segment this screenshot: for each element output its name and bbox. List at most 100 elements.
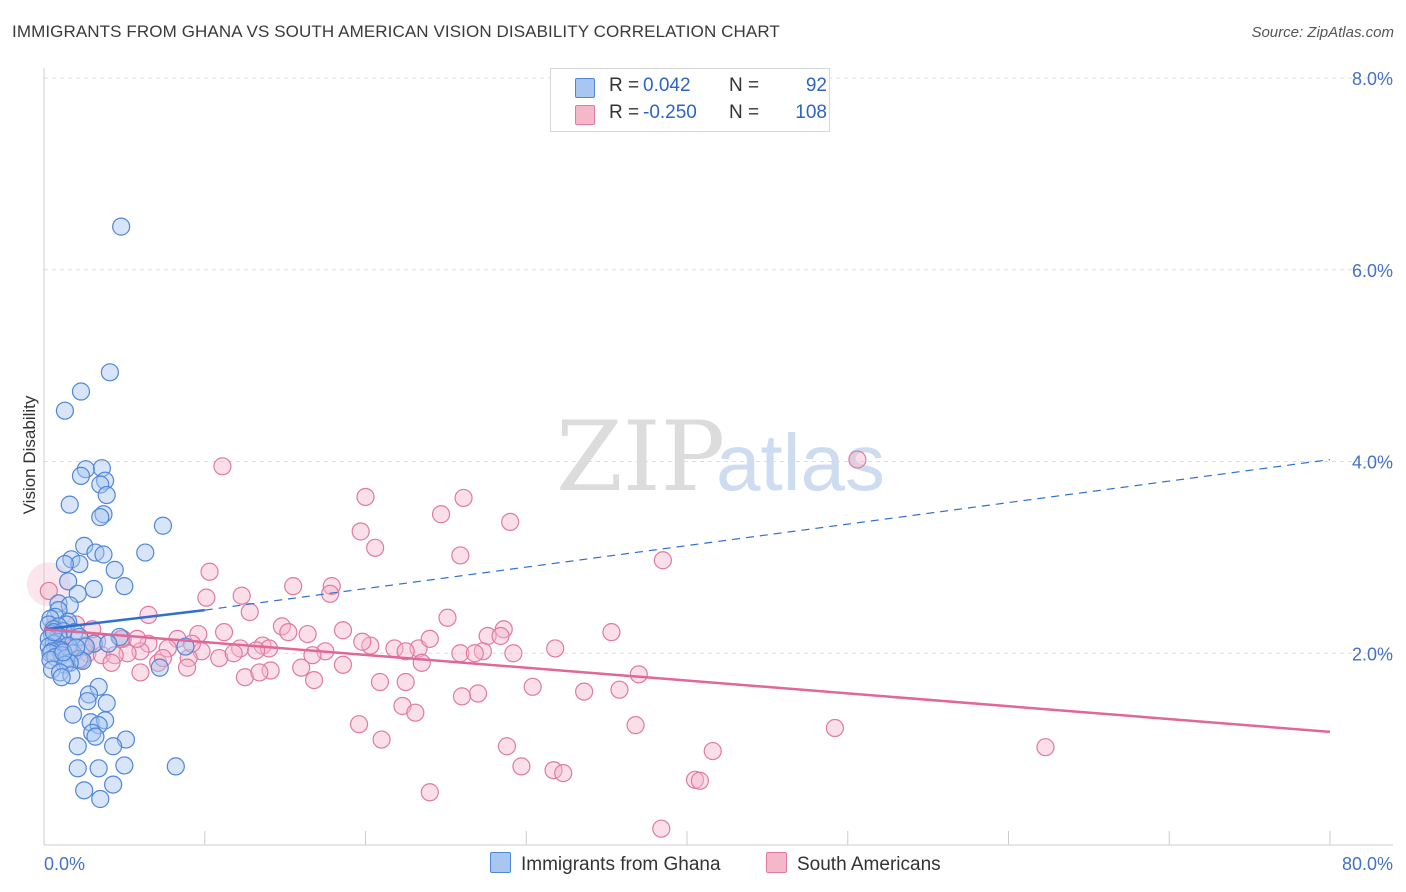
south-americans-point (131, 663, 150, 682)
south-americans-point (497, 737, 517, 756)
south-americans-point (214, 623, 234, 642)
y-axis-label: Vision Disability (20, 395, 39, 514)
south-americans-point (370, 672, 390, 692)
ghana-point (115, 756, 134, 775)
chart-source: Source: ZipAtlas.com (1251, 24, 1394, 41)
south-americans-point (224, 644, 243, 663)
south-americans-point (396, 642, 415, 661)
bottom-legend-label-south-americans: South Americans (797, 854, 941, 875)
ghana-trend-line (43, 608, 205, 631)
legend-n-value: 108 (795, 102, 827, 123)
south-americans-point (304, 670, 324, 690)
legend-swatch-south-americans (575, 105, 595, 125)
south-americans-point (690, 771, 709, 790)
south-americans-point (372, 730, 391, 749)
south-americans-point (366, 538, 385, 557)
south-americans-trend-line (43, 628, 1331, 734)
watermark-zip: ZIP (556, 401, 725, 513)
ghana-point (86, 727, 105, 746)
south-americans-point (298, 624, 317, 644)
x-tick-label: 80.0% (1342, 854, 1393, 874)
axes (43, 68, 1393, 846)
bottom-legend-label-ghana: Immigrants from Ghana (521, 854, 721, 875)
correlation-legend: R = 0.042 N = 92 R = -0.250 N = 108 (550, 68, 830, 132)
south-americans-point (468, 684, 488, 703)
ghana-point (94, 545, 113, 564)
y-tick-label: 6.0% (1352, 261, 1393, 281)
x-tick-label: 0.0% (44, 854, 85, 874)
south-americans-point (420, 629, 439, 648)
south-americans-point (454, 488, 473, 508)
south-americans-point (279, 623, 298, 642)
south-americans-point (406, 703, 425, 722)
ghana-point (176, 637, 195, 656)
south-americans-point (491, 626, 510, 646)
south-americans-point (333, 655, 353, 674)
ghana-point (67, 638, 86, 657)
ghana-point (166, 757, 185, 776)
south-americans-point (250, 663, 269, 682)
bottom-legend-swatch-ghana (490, 852, 511, 873)
south-americans-point (39, 581, 58, 601)
south-americans-point (240, 602, 259, 622)
ghana-trend-dashed (204, 458, 1331, 611)
bottom-legend-swatch-south-americans (766, 852, 787, 873)
south-americans-point (523, 677, 542, 696)
south-americans-point (438, 608, 457, 627)
ghana-point (89, 677, 108, 696)
south-americans-point (412, 653, 431, 672)
south-americans-point (629, 665, 648, 684)
ghana-point (115, 577, 134, 596)
watermark-atlas: atlas (716, 418, 885, 507)
south-americans-point (451, 546, 470, 565)
legend-r-value: 0.042 (643, 75, 691, 96)
bottom-legend-south-americans: South Americans (766, 852, 941, 876)
south-americans-point (465, 644, 484, 663)
bottom-legend-ghana: Immigrants from Ghana (490, 852, 721, 876)
ghana-point (70, 554, 89, 574)
south-americans-point (356, 487, 375, 507)
south-americans-point (333, 621, 353, 640)
south-americans-point (848, 450, 867, 469)
south-americans-point (197, 588, 216, 607)
grid-lines (44, 77, 1393, 654)
ghana-point (75, 781, 94, 800)
chart-title: IMMIGRANTS FROM GHANA VS SOUTH AMERICAN … (12, 22, 780, 41)
legend-r-label: R = (609, 75, 640, 96)
south-americans-point (102, 653, 121, 672)
south-americans-point (501, 512, 520, 532)
ghana-point (150, 658, 169, 677)
south-americans-point (504, 644, 523, 663)
ghana-point (49, 594, 68, 613)
ghana-point (94, 505, 113, 524)
ghana-point (52, 668, 71, 687)
ghana-point (99, 634, 118, 653)
legend-n-label: N = (729, 75, 760, 96)
tick-labels: 2.0% 4.0% 6.0% 8.0% 0.0% 80.0% (44, 69, 1393, 874)
legend-swatch-ghana (575, 78, 595, 98)
south-americans-point (652, 819, 671, 838)
legend-r-value: -0.250 (643, 102, 697, 123)
ghana-point (153, 516, 173, 535)
ghana-point (55, 401, 74, 420)
south-americans-point (512, 757, 531, 776)
legend-n-label: N = (729, 102, 760, 123)
south-americans-point (825, 718, 844, 738)
south-americans-point (261, 661, 280, 680)
ghana-point (55, 554, 74, 574)
ghana-point (60, 495, 79, 514)
ghana-point (91, 475, 110, 494)
ghana-point (84, 579, 103, 599)
south-americans-point (153, 648, 173, 668)
south-americans-point (349, 715, 369, 734)
south-americans-point (351, 522, 370, 541)
ghana-point (105, 560, 124, 579)
ghana-point (71, 382, 91, 401)
south-americans-point (213, 457, 232, 476)
south-americans-point (322, 577, 341, 596)
south-americans-point (420, 783, 439, 802)
ghana-point (89, 759, 108, 778)
south-americans-point (247, 641, 266, 660)
ghana-point (136, 543, 155, 562)
south-americans-point (452, 687, 472, 706)
